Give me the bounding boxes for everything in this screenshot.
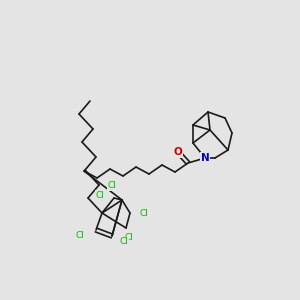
- Text: O: O: [174, 147, 182, 157]
- Text: N: N: [201, 153, 209, 163]
- Text: Cl: Cl: [76, 230, 84, 239]
- Text: Cl: Cl: [120, 238, 128, 247]
- Text: Cl: Cl: [124, 233, 134, 242]
- Text: Cl: Cl: [96, 190, 104, 200]
- Text: Cl: Cl: [108, 182, 116, 190]
- Text: Cl: Cl: [140, 208, 148, 217]
